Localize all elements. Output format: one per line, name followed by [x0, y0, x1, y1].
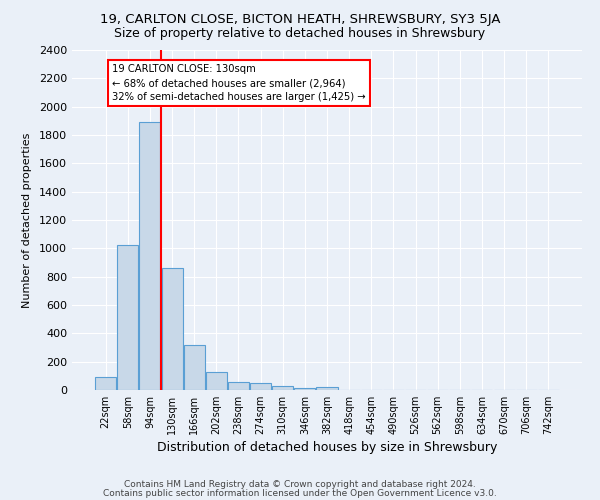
Text: Contains HM Land Registry data © Crown copyright and database right 2024.: Contains HM Land Registry data © Crown c…: [124, 480, 476, 489]
Bar: [228, 382, 249, 390]
Bar: [95, 376, 116, 390]
Text: 19, CARLTON CLOSE, BICTON HEATH, SHREWSBURY, SY3 5JA: 19, CARLTON CLOSE, BICTON HEATH, SHREWSB…: [100, 12, 500, 26]
Text: Size of property relative to detached houses in Shrewsbury: Size of property relative to detached ho…: [115, 28, 485, 40]
Bar: [316, 387, 338, 390]
Bar: [161, 268, 182, 390]
Text: 19 CARLTON CLOSE: 130sqm
← 68% of detached houses are smaller (2,964)
32% of sem: 19 CARLTON CLOSE: 130sqm ← 68% of detach…: [112, 64, 366, 102]
Text: Contains public sector information licensed under the Open Government Licence v3: Contains public sector information licen…: [103, 488, 497, 498]
Bar: [295, 388, 316, 390]
X-axis label: Distribution of detached houses by size in Shrewsbury: Distribution of detached houses by size …: [157, 441, 497, 454]
Bar: [272, 386, 293, 390]
Bar: [118, 245, 139, 390]
Y-axis label: Number of detached properties: Number of detached properties: [22, 132, 32, 308]
Bar: [139, 122, 160, 390]
Bar: [250, 383, 271, 390]
Bar: [206, 372, 227, 390]
Bar: [184, 344, 205, 390]
